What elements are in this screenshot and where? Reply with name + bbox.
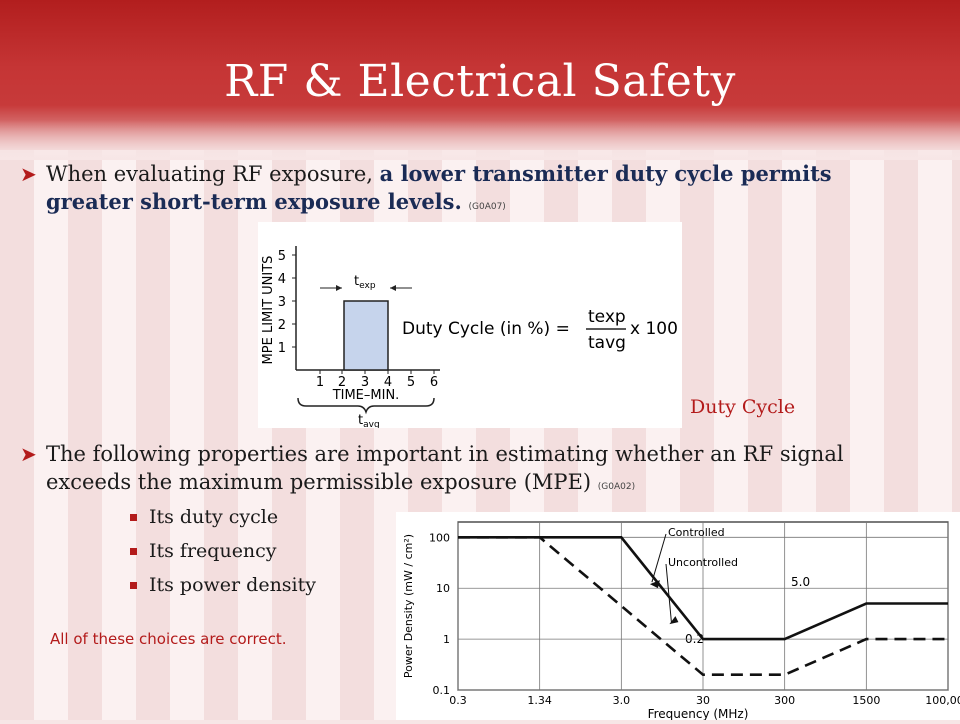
formula-text: Duty Cycle (in %) = — [402, 319, 570, 339]
chart-y-tick-label: 100 — [429, 531, 450, 544]
bullet-mpe-properties: ➤ The following properties are important… — [20, 440, 940, 501]
chart-y-axis-label: Power Density (mW / cm²) — [402, 534, 415, 678]
series-line-controlled — [458, 535, 948, 641]
bullet-text-plain: When evaluating RF exposure, — [46, 162, 380, 186]
bullet-duty-cycle: ➤ When evaluating RF exposure, a lower t… — [20, 160, 940, 221]
list-item: Its duty cycle — [130, 506, 278, 528]
arrow-bullet-icon: ➤ — [20, 162, 37, 186]
square-bullet-icon — [130, 547, 137, 555]
square-bullet-icon — [130, 581, 137, 589]
formula-numerator: texp — [588, 307, 626, 327]
duty-y-tick-label: 3 — [278, 295, 286, 310]
arrow-bullet-icon: ➤ — [20, 442, 37, 466]
duty-x-tick-label: 4 — [384, 375, 392, 390]
chart-x-tick-label: 100,000 — [925, 694, 960, 707]
chart-x-tick-label: 30 — [696, 694, 710, 707]
duty-y-tick-label: 5 — [278, 249, 286, 264]
chart-x-axis-label: Frequency (MHz) — [648, 707, 749, 720]
duty-x-tick-label: 5 — [407, 375, 415, 390]
pointer-controlled — [651, 533, 667, 583]
chart-x-tick-label: 1500 — [852, 694, 880, 707]
pointer-arrowhead — [669, 616, 679, 625]
list-item-label: Its frequency — [149, 540, 277, 562]
header-fade — [0, 120, 960, 160]
bullet-text-plain: The following properties are important i… — [46, 442, 844, 494]
annotation-label: 5.0 — [791, 575, 810, 589]
list-item-label: Its duty cycle — [149, 506, 279, 528]
chart-y-tick-label: 10 — [436, 582, 450, 595]
chart-y-tick-label: 0.1 — [433, 684, 451, 697]
bullet-text: The following properties are important i… — [46, 440, 876, 501]
chart-x-tick-label: 0.3 — [449, 694, 467, 707]
list-item: Its frequency — [130, 540, 277, 562]
exposure-pulse — [343, 300, 389, 371]
duty-cycle-figure: MPE LIMIT UNITS 5 4 3 2 1 1 2 3 — [258, 222, 682, 430]
t-exp-marker: texp — [320, 274, 412, 291]
duty-y-tick-label: 1 — [278, 341, 286, 356]
reference-code: (G0A07) — [468, 202, 506, 212]
slide-title: RF & Electrical Safety — [224, 56, 736, 107]
pointer-uncontrolled — [665, 563, 672, 623]
duty-x-axis-label: TIME–MIN. — [332, 388, 400, 403]
duty-x-tick-label: 2 — [338, 375, 346, 390]
reference-code: (G0A02) — [597, 482, 636, 492]
chart-y-tick-label: 1 — [443, 633, 450, 646]
t-exp-label: texp — [354, 274, 376, 291]
t-avg-brace — [297, 397, 435, 415]
duty-cycle-caption: Duty Cycle — [690, 396, 796, 418]
series-line-uncontrolled — [458, 535, 948, 676]
duty-y-axis-label: MPE LIMIT UNITS — [261, 256, 276, 365]
chart-x-tick-label: 300 — [774, 694, 795, 707]
duty-y-ticks: 5 4 3 2 1 — [278, 249, 296, 356]
duty-x-tick-label: 1 — [316, 375, 324, 390]
pointer-arrowhead — [649, 580, 660, 589]
bullet-text: When evaluating RF exposure, a lower tra… — [46, 160, 846, 221]
mpe-chart: Power Density (mW / cm²) Frequency (MHz)… — [396, 512, 960, 721]
series-label-controlled: Controlled — [668, 526, 725, 539]
formula-multiplier: x 100 — [630, 319, 678, 339]
duty-y-tick-label: 4 — [278, 272, 286, 287]
square-bullet-icon — [130, 513, 137, 521]
duty-x-tick-label: 6 — [430, 375, 438, 390]
duty-x-tick-label: 3 — [361, 375, 369, 390]
chart-x-tick-label: 1.34 — [527, 694, 552, 707]
series-label-uncontrolled: Uncontrolled — [668, 556, 738, 569]
list-item: Its power density — [130, 574, 316, 596]
duty-x-ticks: 1 2 3 4 5 6 — [316, 370, 438, 390]
list-item-label: Its power density — [149, 574, 317, 596]
bullet-text-bold: a lower transmitter duty cycle permits g… — [46, 161, 832, 214]
t-avg-label: tavg — [358, 413, 380, 428]
answer-text: All of these choices are correct. — [50, 630, 287, 648]
formula-denominator: tavg — [588, 333, 626, 353]
duty-y-tick-label: 2 — [278, 318, 286, 333]
chart-x-tick-label: 3.0 — [613, 694, 631, 707]
